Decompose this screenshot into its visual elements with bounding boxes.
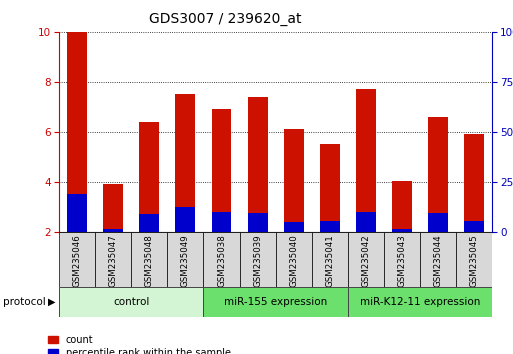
- Bar: [167, 232, 204, 287]
- Text: GSM235043: GSM235043: [398, 235, 407, 287]
- Bar: [175, 95, 195, 232]
- Bar: [457, 232, 492, 287]
- Text: GSM235045: GSM235045: [470, 235, 479, 287]
- Bar: [348, 232, 384, 287]
- Bar: [59, 232, 95, 287]
- Bar: [59, 287, 204, 317]
- Bar: [356, 89, 376, 232]
- Bar: [464, 135, 484, 232]
- Text: GSM235048: GSM235048: [145, 235, 154, 287]
- Text: GSM235040: GSM235040: [289, 235, 298, 287]
- Bar: [103, 229, 123, 232]
- Bar: [428, 117, 448, 232]
- Bar: [320, 221, 340, 232]
- Bar: [67, 194, 87, 232]
- Bar: [392, 229, 412, 232]
- Text: GSM235039: GSM235039: [253, 235, 262, 287]
- Bar: [67, 32, 87, 232]
- Text: ▶: ▶: [48, 297, 55, 307]
- Bar: [240, 232, 275, 287]
- Bar: [420, 232, 457, 287]
- Text: GDS3007 / 239620_at: GDS3007 / 239620_at: [149, 12, 302, 27]
- Text: control: control: [113, 297, 149, 307]
- Bar: [428, 213, 448, 232]
- Bar: [312, 232, 348, 287]
- Bar: [284, 222, 304, 232]
- Bar: [284, 129, 304, 232]
- Bar: [275, 232, 312, 287]
- Bar: [356, 212, 376, 232]
- Bar: [140, 215, 159, 232]
- Bar: [175, 207, 195, 232]
- Text: GSM235041: GSM235041: [325, 235, 334, 287]
- Bar: [248, 97, 268, 232]
- Bar: [320, 144, 340, 232]
- Text: miR-155 expression: miR-155 expression: [224, 297, 327, 307]
- Text: miR-K12-11 expression: miR-K12-11 expression: [360, 297, 480, 307]
- Bar: [204, 287, 348, 317]
- Text: GSM235046: GSM235046: [72, 235, 82, 287]
- Bar: [348, 287, 492, 317]
- Text: GSM235038: GSM235038: [217, 235, 226, 287]
- Bar: [131, 232, 167, 287]
- Text: GSM235049: GSM235049: [181, 235, 190, 287]
- Bar: [204, 232, 240, 287]
- Bar: [212, 212, 231, 232]
- Bar: [103, 184, 123, 232]
- Text: GSM235047: GSM235047: [109, 235, 117, 287]
- Text: GSM235042: GSM235042: [362, 235, 370, 287]
- Bar: [248, 213, 268, 232]
- Bar: [95, 232, 131, 287]
- Bar: [464, 221, 484, 232]
- Bar: [392, 181, 412, 232]
- Legend: count, percentile rank within the sample: count, percentile rank within the sample: [48, 335, 231, 354]
- Text: GSM235044: GSM235044: [434, 235, 443, 287]
- Bar: [212, 109, 231, 232]
- Bar: [140, 122, 159, 232]
- Text: protocol: protocol: [3, 297, 45, 307]
- Bar: [384, 232, 420, 287]
